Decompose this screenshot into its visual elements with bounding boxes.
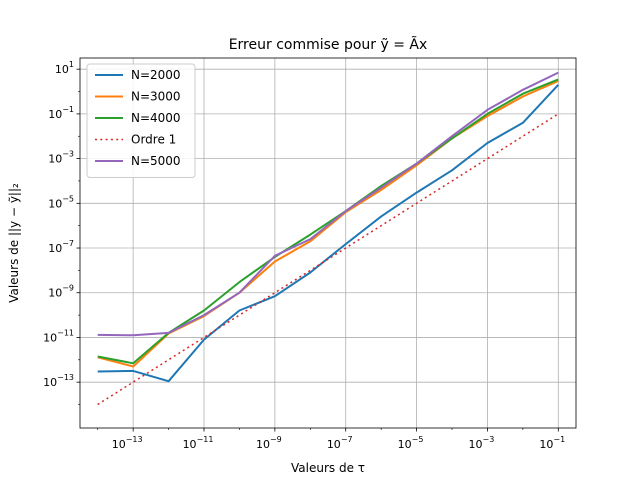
y-tick-label: 10−3 — [48, 150, 74, 166]
ticks: 10−13 10−11 10−9 10−7 10−5 10−3 10−110−1310−11… — [43, 60, 565, 451]
legend-label: N=4000 — [131, 111, 181, 125]
x-tick-label: 10−7 — [327, 435, 353, 451]
legend-label: N=3000 — [131, 90, 181, 104]
series-line-ordre-1 — [97, 113, 559, 406]
y-tick-label: 10−13 — [43, 373, 74, 389]
y-tick-label: 10−11 — [43, 328, 74, 344]
x-tick-label: 10−13 — [112, 435, 143, 451]
legend-label: Ordre 1 — [131, 133, 176, 147]
legend: N=2000 N=3000 N=4000 Ordre 1 N=5000 — [86, 63, 196, 178]
series-layer — [97, 71, 560, 406]
x-tick-label: 10−11 — [183, 435, 214, 451]
x-axis-label: Valeurs de τ — [291, 461, 365, 475]
y-tick-label: 10−7 — [48, 239, 74, 255]
plot-frame — [79, 57, 577, 429]
x-tick-label: 10−5 — [398, 435, 424, 451]
legend-box — [86, 63, 196, 178]
x-tick-label: 10−9 — [256, 435, 282, 451]
series-line-n-2000 — [97, 84, 560, 383]
y-tick-label: 101 — [55, 60, 74, 76]
y-tick-label: 10−9 — [48, 284, 74, 300]
series-line-n-5000 — [97, 71, 559, 337]
x-tick-label: 10−3 — [469, 435, 495, 451]
legend-label: N=2000 — [131, 68, 181, 82]
y-tick-label: 10−1 — [48, 105, 74, 121]
y-tick-label: 10−5 — [48, 194, 74, 210]
legend-label: N=5000 — [131, 154, 181, 168]
x-tick-label: 10−1 — [539, 435, 565, 451]
y-axis-label: Valeurs de ||y − ỹ||₂ — [7, 183, 21, 303]
chart-title: Erreur commise pour ỹ = Ãx — [229, 36, 428, 53]
